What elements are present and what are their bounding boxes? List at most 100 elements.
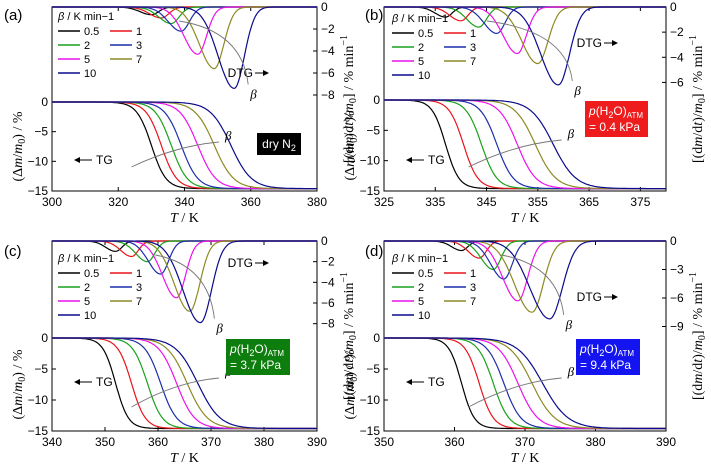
tg-label-part: 0 [17, 139, 28, 144]
dtg-label-part: [(d [342, 147, 357, 163]
tg-y-tick-label: −15 [360, 424, 381, 438]
legend-title-unit: / K min−1 [64, 11, 114, 23]
panel-letter: (d) [365, 243, 383, 260]
dtg-label-part: [(d [342, 384, 357, 400]
dtg-label-part: /d [691, 126, 706, 137]
tg-label-part: m [343, 143, 358, 153]
tg-beta-arrow [131, 377, 219, 408]
tg-curve-10 [384, 337, 666, 430]
x-axis-label-symbol: T [170, 451, 179, 466]
legend-title-symbol: β [391, 253, 399, 265]
legend-label-2: 2 [418, 282, 424, 294]
atmosphere-label-part: p [229, 342, 237, 356]
atmosphere-label-box [257, 133, 301, 155]
tg-label-part: m [343, 382, 358, 392]
x-axis-label-unit: / K [518, 211, 539, 226]
atmosphere-label-value: = 0.4 kPa [589, 120, 640, 134]
tg-y-tick-label: −5 [366, 123, 380, 137]
dtg-y-tick-label: −3 [670, 263, 684, 277]
dtg-y-tick-label: −4 [670, 50, 684, 64]
atmosphere-label-part: (H [596, 104, 609, 118]
atmosphere-label-part: 2 [291, 143, 296, 153]
legend-label-1: 1 [136, 26, 142, 38]
dtg-label-part: −1 [688, 35, 699, 46]
tg-arrow-head [406, 379, 412, 385]
dtg-y-axis: 0−2−4−6[(dm/dt)/m0] / % min−1 [662, 0, 708, 163]
tg-y-tick-label: −10 [360, 154, 381, 168]
dtg-label-part: )/ [691, 113, 706, 122]
tg-label-part: 0 [17, 377, 28, 382]
x-axis-label-symbol: T [170, 211, 179, 226]
legend-title-unit: / K min−1 [398, 13, 448, 25]
atmosphere-label-part: 2 [599, 348, 604, 358]
tg-y-axis: 0−5−10−15(Δm/m0) / % [11, 331, 56, 438]
x-tick-label: 360 [444, 435, 464, 449]
x-tick-label: 380 [585, 435, 605, 449]
dtg-annotation: DTG [228, 66, 253, 80]
legend-label-7: 7 [470, 56, 476, 68]
dtg-y-tick-label: −9 [670, 320, 684, 334]
legend-label-1: 1 [470, 268, 476, 280]
tg-beta-label: β [567, 364, 575, 379]
x-tick-label: 300 [42, 195, 62, 209]
tg-label-part: ) / % [11, 111, 26, 139]
legend-label-2: 2 [418, 42, 424, 54]
atmosphere-label-part: dry N [262, 137, 291, 151]
dtg-label-part: −1 [688, 272, 699, 283]
legend-label-10: 10 [84, 68, 96, 80]
tg-y-tick-label: 0 [373, 331, 380, 345]
annotations: DTG TG β β [406, 254, 618, 408]
legend-label-10: 10 [418, 310, 430, 322]
x-axis-label-symbol: T [511, 451, 520, 466]
atmosphere-label-part: p [588, 104, 596, 118]
dtg-y-tick-label: 0 [670, 0, 677, 14]
tg-y-axis-label: (Δm/m0) / % [11, 111, 28, 181]
dtg-annotation: DTG [577, 36, 602, 50]
dtg-label-part: m [691, 340, 706, 350]
x-tick-label: 380 [307, 195, 327, 209]
dtg-y-tick-label: 0 [670, 234, 677, 248]
dtg-y-tick-label: −4 [321, 44, 335, 58]
legend: β / K min−1 0.5 1 2 3 5 7 10 [57, 253, 142, 322]
dtg-beta-label: β [215, 321, 223, 336]
tg-label-part: (Δ [343, 406, 358, 420]
dtg-label-part: ] / % min [342, 46, 357, 99]
dtg-y-axis-label: [(dm/dt)/m0] / % min−1 [688, 35, 708, 163]
dtg-label-part: m [691, 137, 706, 147]
x-tick-label: 370 [515, 435, 535, 449]
dtg-y-axis-label: [(dm/dt)/m0] / % min−1 [339, 272, 359, 400]
atmosphere-label-part: (H [587, 342, 600, 356]
tg-y-axis: 0−5−10−15(Δm/m0) / % [343, 331, 388, 438]
dtg-y-axis-label: [(dm/dt)/m0] / % min−1 [688, 272, 708, 400]
atmosphere-label-text: p(H2O)ATM [579, 342, 634, 358]
tg-label-part: m [11, 158, 26, 168]
x-tick-label: 355 [528, 195, 548, 209]
dtg-y-tick-label: −2 [670, 25, 684, 39]
legend-label-3: 3 [136, 282, 142, 294]
atmosphere-label-part: 2 [608, 110, 613, 120]
dtg-label-part: ] / % min [691, 46, 706, 99]
legend-label-1: 1 [136, 268, 142, 280]
legend-title: β / K min−1 [57, 11, 114, 23]
dtg-annotation: DTG [228, 256, 253, 270]
panel-letter: (b) [365, 7, 383, 24]
legend-label-5: 5 [418, 56, 424, 68]
tg-y-tick-label: −5 [366, 362, 380, 376]
dtg-y-tick-label: −6 [670, 291, 684, 305]
tg-curve-10 [52, 101, 317, 190]
tg-beta-arrow [468, 377, 562, 408]
tg-y-tick-label: 0 [41, 95, 48, 109]
curves [52, 240, 317, 430]
dtg-label-part: )/ [342, 113, 357, 122]
dtg-y-tick-label: −4 [321, 275, 335, 289]
dtg-annotation: DTG [577, 290, 602, 304]
dtg-y-tick-label: −6 [321, 296, 335, 310]
annotations: DTG TG β β [406, 20, 618, 168]
dtg-beta-arrow [501, 254, 565, 315]
x-axis: 300 320 340 360 380 [42, 7, 327, 209]
atmosphere-label-part: ATM [627, 111, 644, 120]
legend-title-symbol: β [57, 253, 65, 265]
tg-label-part: / [343, 153, 358, 157]
tg-y-tick-label: 0 [373, 93, 380, 107]
